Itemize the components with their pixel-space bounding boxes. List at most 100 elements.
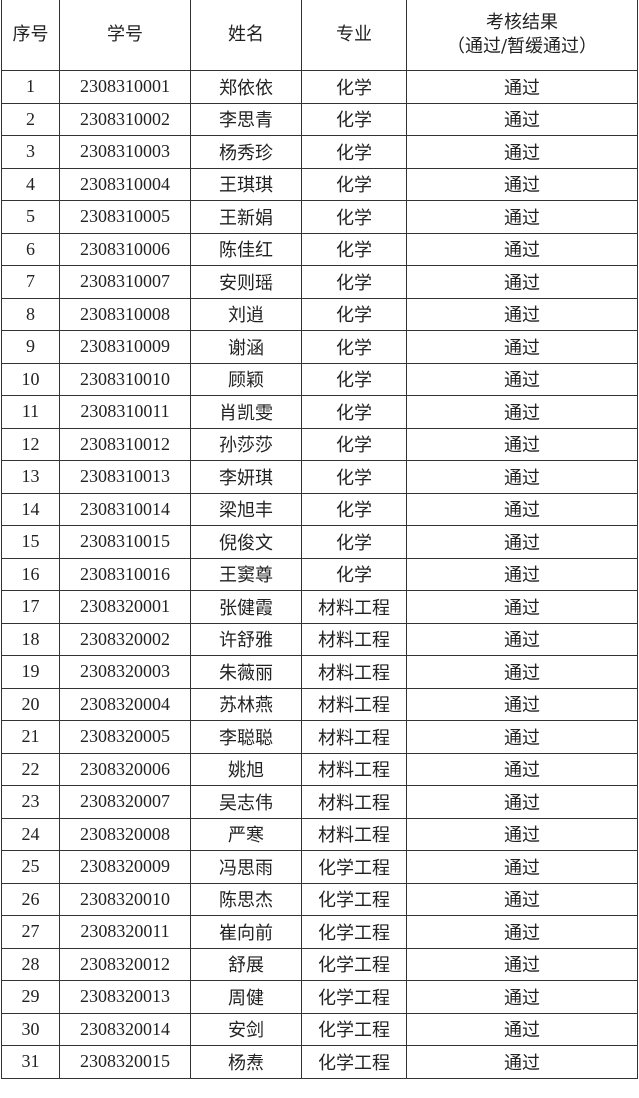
table-row: 30 2308320014 安剑 化学工程 通过 [1, 1012, 638, 1046]
table-row: 17 2308320001 张健霞 材料工程 通过 [1, 590, 638, 624]
table-row: 10 2308310010 顾颖 化学 通过 [1, 362, 638, 396]
header-result: 考核结果 （通过/暂缓通过） [406, 0, 638, 71]
cell-major: 材料工程 [301, 752, 407, 786]
cell-result: 通过 [406, 687, 638, 721]
cell-result: 通过 [406, 1012, 638, 1046]
cell-name: 朱薇丽 [190, 655, 302, 689]
cell-student-id: 2308320008 [59, 817, 191, 851]
cell-index: 18 [1, 622, 60, 656]
cell-result: 通过 [406, 200, 638, 234]
cell-student-id: 2308320005 [59, 720, 191, 754]
cell-major: 化学工程 [301, 915, 407, 949]
cell-name: 张健霞 [190, 590, 302, 624]
header-student-id: 学号 [59, 0, 191, 71]
table-row: 24 2308320008 严寒 材料工程 通过 [1, 817, 638, 851]
cell-student-id: 2308320003 [59, 655, 191, 689]
table-row: 7 2308310007 安则瑶 化学 通过 [1, 265, 638, 299]
table-row: 21 2308320005 李聪聪 材料工程 通过 [1, 720, 638, 754]
cell-result: 通过 [406, 70, 638, 104]
cell-result: 通过 [406, 460, 638, 494]
cell-major: 材料工程 [301, 785, 407, 819]
cell-index: 3 [1, 135, 60, 169]
cell-student-id: 2308320009 [59, 850, 191, 884]
cell-name: 周健 [190, 980, 302, 1014]
header-index: 序号 [1, 0, 60, 71]
cell-name: 许舒雅 [190, 622, 302, 656]
cell-name: 杨秀珍 [190, 135, 302, 169]
cell-name: 吴志伟 [190, 785, 302, 819]
cell-name: 肖凯雯 [190, 395, 302, 429]
cell-result: 通过 [406, 492, 638, 526]
cell-index: 16 [1, 557, 60, 591]
cell-student-id: 2308320006 [59, 752, 191, 786]
cell-name: 王新娟 [190, 200, 302, 234]
cell-major: 材料工程 [301, 655, 407, 689]
cell-index: 24 [1, 817, 60, 851]
table-row: 31 2308320015 杨焘 化学工程 通过 [1, 1045, 638, 1079]
cell-major: 化学工程 [301, 1045, 407, 1079]
cell-student-id: 2308310010 [59, 362, 191, 396]
cell-name: 苏林燕 [190, 687, 302, 721]
cell-result: 通过 [406, 297, 638, 331]
cell-name: 舒展 [190, 947, 302, 981]
cell-result: 通过 [406, 525, 638, 559]
cell-name: 王琪琪 [190, 167, 302, 201]
cell-result: 通过 [406, 590, 638, 624]
table-row: 11 2308310011 肖凯雯 化学 通过 [1, 395, 638, 429]
header-result-title: 考核结果 [486, 12, 558, 33]
header-row: 序号 学号 姓名 专业 考核结果 （通过/暂缓通过） [1, 0, 638, 71]
cell-index: 26 [1, 882, 60, 916]
cell-major: 材料工程 [301, 720, 407, 754]
cell-student-id: 2308310006 [59, 232, 191, 266]
results-table: 序号 学号 姓名 专业 考核结果 （通过/暂缓通过） 1 2308310001 郑依… [1, 0, 638, 1079]
cell-name: 崔向前 [190, 915, 302, 949]
table-row: 9 2308310009 谢涵 化学 通过 [1, 330, 638, 364]
cell-name: 安则瑶 [190, 265, 302, 299]
cell-major: 材料工程 [301, 622, 407, 656]
table-row: 5 2308310005 王新娟 化学 通过 [1, 200, 638, 234]
cell-result: 通过 [406, 882, 638, 916]
cell-index: 8 [1, 297, 60, 331]
cell-student-id: 2308310008 [59, 297, 191, 331]
cell-major: 化学工程 [301, 882, 407, 916]
cell-student-id: 2308310014 [59, 492, 191, 526]
cell-index: 1 [1, 70, 60, 104]
cell-major: 化学 [301, 557, 407, 591]
cell-student-id: 2308320012 [59, 947, 191, 981]
cell-result: 通过 [406, 265, 638, 299]
cell-result: 通过 [406, 785, 638, 819]
cell-name: 倪俊文 [190, 525, 302, 559]
cell-index: 17 [1, 590, 60, 624]
cell-name: 杨焘 [190, 1045, 302, 1079]
table-row: 27 2308320011 崔向前 化学工程 通过 [1, 915, 638, 949]
cell-name: 郑依依 [190, 70, 302, 104]
cell-student-id: 2308320013 [59, 980, 191, 1014]
table-row: 18 2308320002 许舒雅 材料工程 通过 [1, 622, 638, 656]
cell-result: 通过 [406, 1045, 638, 1079]
cell-student-id: 2308310015 [59, 525, 191, 559]
cell-index: 9 [1, 330, 60, 364]
cell-name: 谢涵 [190, 330, 302, 364]
cell-index: 28 [1, 947, 60, 981]
cell-result: 通过 [406, 395, 638, 429]
cell-major: 材料工程 [301, 687, 407, 721]
cell-result: 通过 [406, 135, 638, 169]
cell-result: 通过 [406, 102, 638, 136]
cell-result: 通过 [406, 557, 638, 591]
cell-index: 20 [1, 687, 60, 721]
cell-result: 通过 [406, 167, 638, 201]
cell-student-id: 2308310013 [59, 460, 191, 494]
header-result-subtitle: （通过/暂缓通过） [446, 36, 598, 57]
cell-major: 化学 [301, 200, 407, 234]
cell-student-id: 2308310001 [59, 70, 191, 104]
cell-name: 安剑 [190, 1012, 302, 1046]
cell-student-id: 2308320001 [59, 590, 191, 624]
cell-index: 7 [1, 265, 60, 299]
cell-index: 11 [1, 395, 60, 429]
cell-student-id: 2308320004 [59, 687, 191, 721]
cell-index: 29 [1, 980, 60, 1014]
cell-name: 姚旭 [190, 752, 302, 786]
cell-name: 王窦尊 [190, 557, 302, 591]
cell-major: 化学 [301, 492, 407, 526]
table-row: 29 2308320013 周健 化学工程 通过 [1, 980, 638, 1014]
